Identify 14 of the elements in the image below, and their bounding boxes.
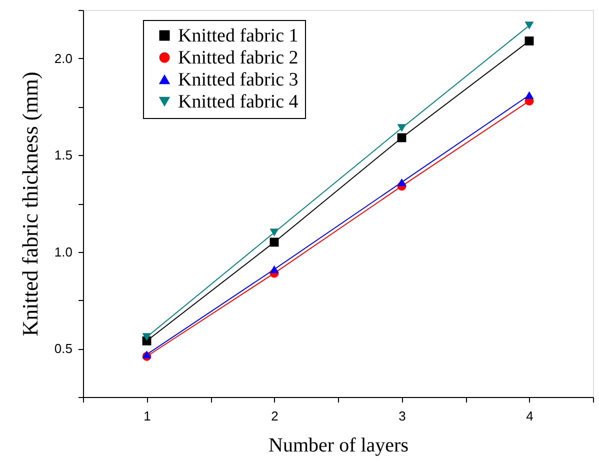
legend-label: Knitted fabric 1 xyxy=(178,26,298,46)
y-tick-label: 2.0 xyxy=(54,50,72,66)
x-tick-label: 4 xyxy=(526,408,534,424)
y-axis-title: Knitted fabric thickness (mm) xyxy=(17,72,42,336)
y-tick-label: 1.5 xyxy=(54,148,72,163)
y-tick-label: 0.5 xyxy=(54,341,72,356)
legend-label: Knitted fabric 3 xyxy=(178,70,298,90)
y-tick-label: 1.0 xyxy=(54,244,72,260)
x-tick-label: 1 xyxy=(144,408,151,424)
x-tick-label: 3 xyxy=(398,408,406,424)
x-tick-label: 2 xyxy=(271,408,278,424)
legend-label: Knitted fabric 4 xyxy=(178,92,299,112)
x-axis-title: Number of layers xyxy=(268,434,409,456)
legend-label: Knitted fabric 2 xyxy=(178,48,298,68)
